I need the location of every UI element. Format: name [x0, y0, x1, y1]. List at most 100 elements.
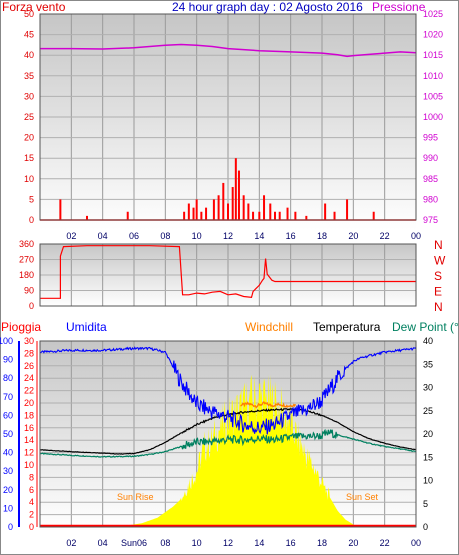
line-series [39, 43, 417, 528]
x-tick-label: 12 [223, 231, 233, 241]
x-tick-label: 06 [129, 231, 139, 241]
pressure-line [40, 43, 417, 58]
y-tick-temperature: 40 [423, 336, 433, 346]
y-tick-direction: 0 [29, 301, 34, 311]
wind-gust-bar [192, 207, 195, 220]
y-tick-humidity: 100 [0, 336, 13, 346]
wind-gust-bar [372, 211, 375, 220]
wind-direction-line [40, 245, 416, 299]
x-tick-label-bottom: Sun06 [121, 538, 147, 548]
wind-gust-bar [278, 211, 281, 220]
x-tick-label-bottom: 08 [160, 538, 170, 548]
y-tick-rain: 14 [24, 435, 34, 445]
y-tick-wind: 40 [24, 50, 34, 60]
wind-gust-bar [222, 182, 225, 220]
wind-gust-bar [247, 203, 250, 220]
windchill-label: Windchill [245, 320, 294, 334]
x-tick-label-bottom: 10 [192, 538, 202, 548]
y-tick-direction: 360 [19, 239, 34, 249]
wind-gust-bar [258, 211, 261, 220]
y-tick-pressure: 1020 [423, 30, 443, 40]
y-tick-direction: 270 [19, 255, 34, 265]
wind-gust-bar [346, 199, 349, 220]
compass-letter: S [434, 269, 442, 283]
panel-border [39, 340, 417, 528]
temperature-label: Temperatura [313, 320, 381, 334]
x-tick-label: 04 [98, 231, 108, 241]
y-tick-wind: 25 [24, 112, 34, 122]
y-tick-pressure: 1005 [423, 91, 443, 101]
wind-gust-bar [231, 187, 234, 220]
y-tick-humidity: 90 [3, 355, 13, 365]
wind-gust-bar [86, 215, 88, 220]
sunrise-annotation: Sun Rise [117, 492, 154, 502]
x-tick-label: 10 [192, 231, 202, 241]
y-tick-humidity: 60 [3, 410, 13, 420]
wind-gust-bar [234, 158, 237, 220]
y-tick-temperature: 5 [423, 499, 428, 509]
y-tick-rain: 16 [24, 423, 34, 433]
wind-gust-bar [195, 199, 198, 220]
x-tick-label-bottom: 04 [98, 538, 108, 548]
wind-gust-bar [212, 199, 215, 220]
y-tick-rain: 10 [24, 460, 34, 470]
y-tick-humidity: 0 [8, 522, 13, 532]
wind-gust-bar [217, 195, 220, 220]
wind-gust-bar [263, 195, 266, 220]
compass-letter: E [434, 285, 442, 299]
y-tick-wind: 45 [24, 30, 34, 40]
y-tick-direction: 90 [24, 286, 34, 296]
y-tick-wind: 35 [24, 71, 34, 81]
y-tick-temperature: 20 [423, 429, 433, 439]
y-tick-rain: 20 [24, 398, 34, 408]
x-tick-label-bottom: 14 [254, 538, 264, 548]
y-tick-wind: 30 [24, 91, 34, 101]
x-tick-label: 20 [348, 231, 358, 241]
axes [18, 13, 417, 528]
wind-gust-bar [237, 170, 240, 220]
wind-gust-bar [126, 211, 129, 220]
wind-gust-bar [187, 203, 190, 220]
wind-gust-bar [183, 211, 186, 220]
y-tick-temperature: 25 [423, 406, 433, 416]
x-tick-label-bottom: 18 [317, 538, 327, 548]
y-tick-temperature: 15 [423, 452, 433, 462]
y-tick-temperature: 30 [423, 383, 433, 393]
y-tick-temperature: 0 [423, 522, 428, 532]
x-tick-label: 22 [380, 231, 390, 241]
panel-border [39, 243, 417, 307]
solar-area [129, 374, 358, 527]
y-tick-rain: 24 [24, 373, 34, 383]
y-tick-pressure: 1010 [423, 71, 443, 81]
chart-title: 24 hour graph day : 02 Agosto 2016 [172, 0, 363, 14]
sunset-annotation: Sun Set [346, 492, 379, 502]
humidity-line [39, 346, 417, 435]
wind-gust-bar [200, 211, 203, 220]
y-tick-wind: 10 [24, 174, 34, 184]
y-tick-humidity: 10 [3, 503, 13, 513]
windchill-line [240, 401, 297, 409]
x-tick-label: 00 [411, 231, 421, 241]
y-tick-temperature: 10 [423, 476, 433, 486]
y-tick-wind: 5 [29, 194, 34, 204]
wind-gust-bar [274, 211, 276, 220]
wind-gust-bar [242, 195, 245, 220]
y-tick-rain: 22 [24, 386, 34, 396]
y-tick-pressure: 985 [423, 174, 438, 184]
x-tick-label: 16 [286, 231, 296, 241]
wind-gust-bar [269, 203, 272, 220]
x-tick-label-bottom: 02 [66, 538, 76, 548]
y-tick-pressure: 990 [423, 153, 438, 163]
wind-gust-bar [286, 207, 289, 220]
x-tick-label: 02 [66, 231, 76, 241]
compass-letter: W [434, 254, 446, 268]
y-tick-rain: 6 [29, 485, 34, 495]
y-tick-rain: 2 [29, 510, 34, 520]
compass-letter: N [434, 300, 443, 314]
x-tick-label: 18 [317, 231, 327, 241]
wind-gust-bar [305, 215, 308, 220]
y-tick-pressure: 1025 [423, 9, 443, 19]
y-tick-humidity: 20 [3, 485, 13, 495]
pressure-label: Pressione [372, 0, 426, 14]
